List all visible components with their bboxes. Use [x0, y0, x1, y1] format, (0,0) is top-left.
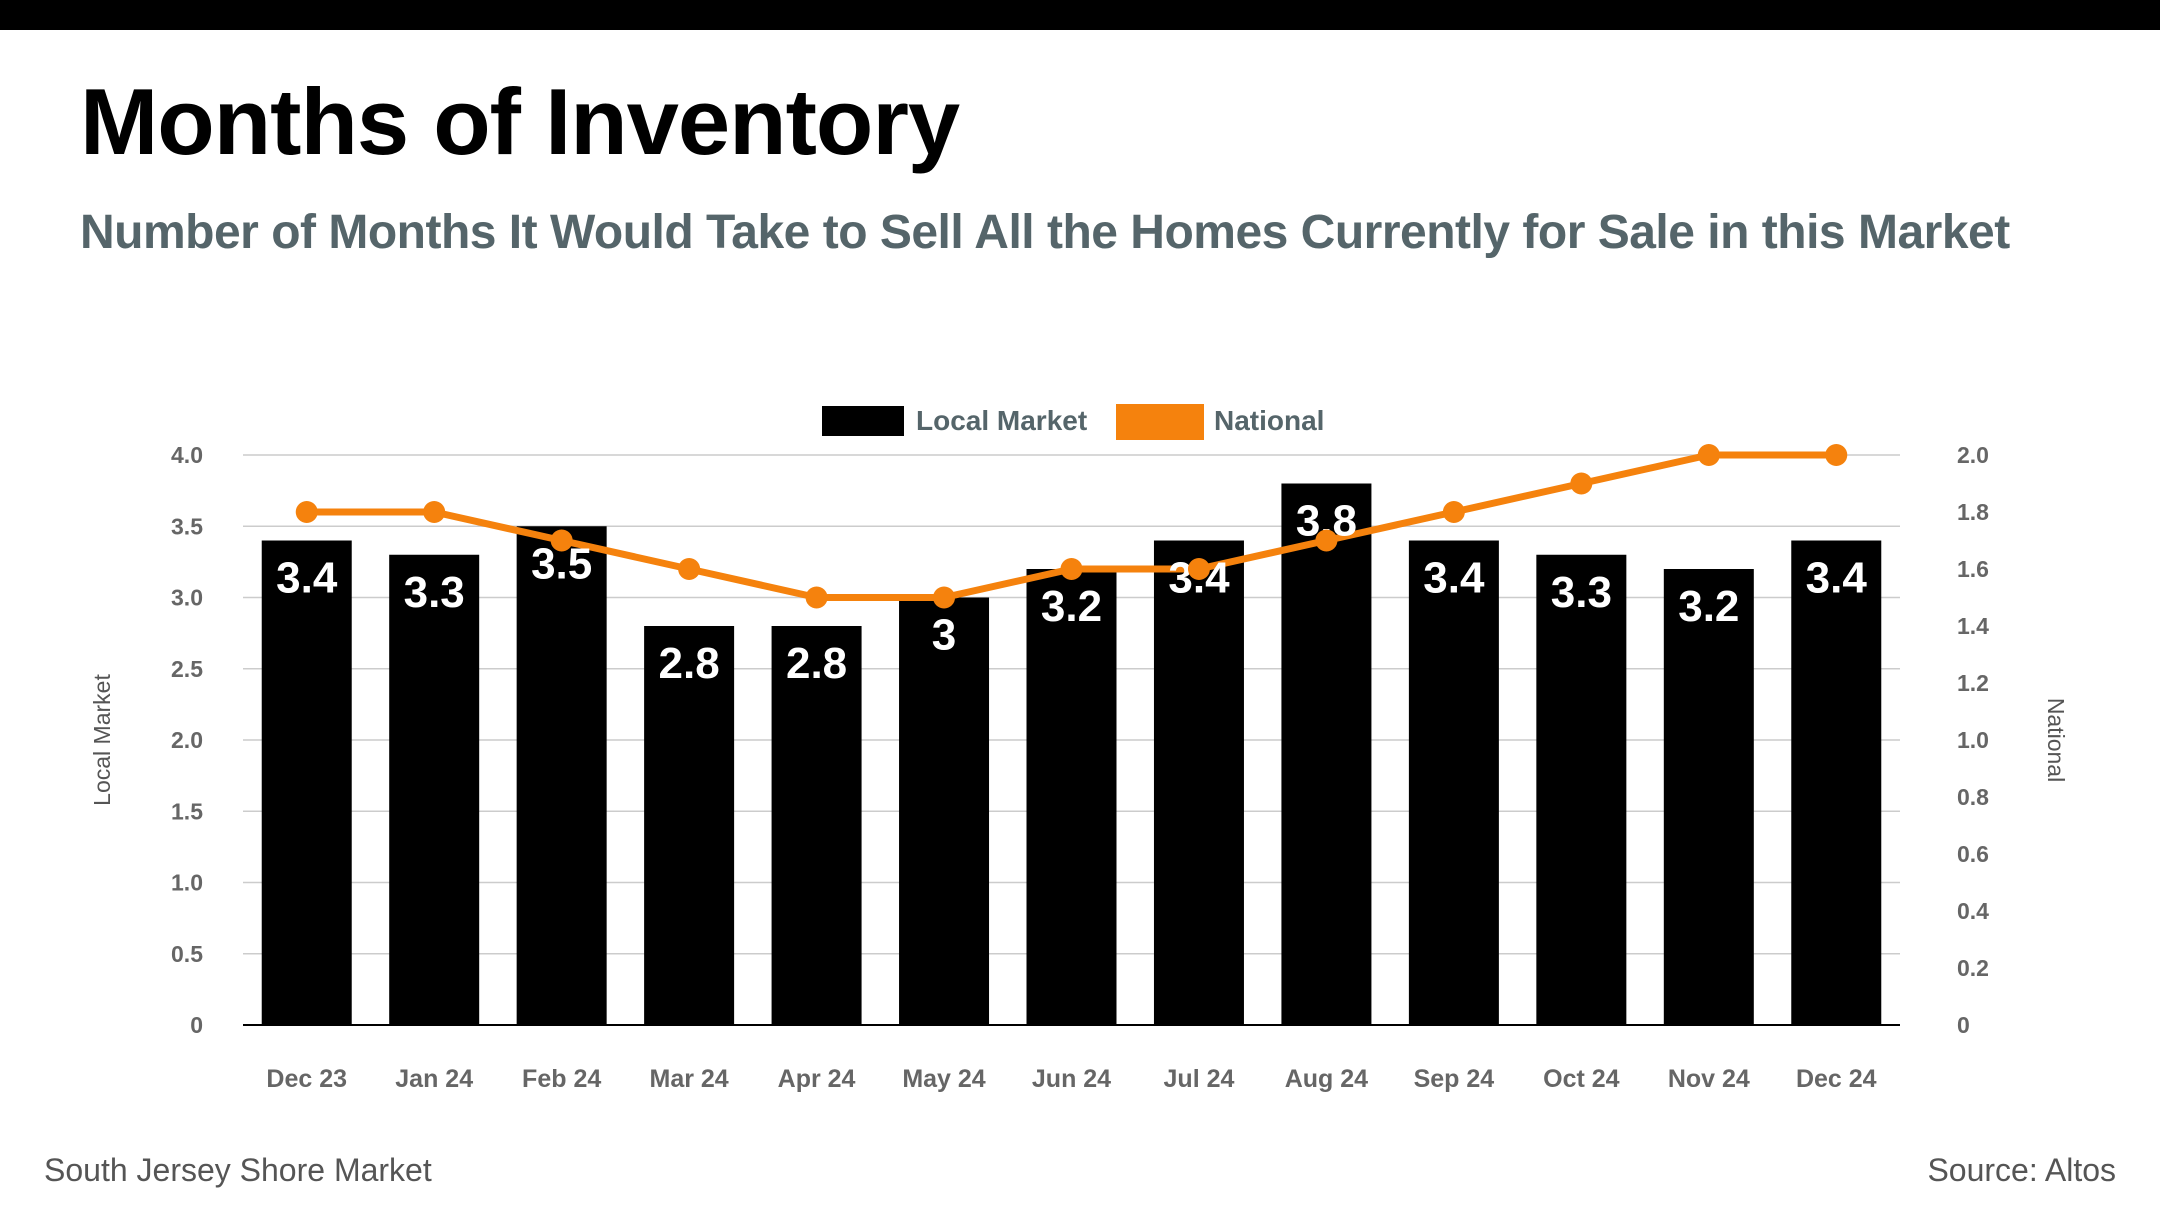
bar-local-market [771, 626, 862, 1025]
national-point [1315, 529, 1338, 552]
national-point [933, 586, 956, 609]
x-tick-label: Aug 24 [1285, 1065, 1368, 1093]
x-tick-label: May 24 [902, 1065, 985, 1093]
bar-data-label: 2.8 [659, 639, 720, 688]
x-tick-label: Jun 24 [1032, 1065, 1111, 1093]
page-subtitle: Number of Months It Would Take to Sell A… [80, 206, 2010, 259]
bar-local-market [1663, 569, 1754, 1025]
bar-local-market [644, 626, 735, 1025]
legend-swatch-local-market [822, 406, 904, 436]
bar-local-market [516, 526, 607, 1025]
x-tick-label: Dec 24 [1796, 1065, 1877, 1093]
bar-local-market [1153, 540, 1244, 1025]
national-point [678, 558, 701, 580]
y-left-tick-label: 3.0 [171, 585, 203, 611]
y-right-tick-label: 1.8 [1957, 499, 1989, 525]
national-point [1697, 444, 1720, 466]
national-point [1442, 501, 1465, 523]
y-right-tick-label: 0.8 [1957, 784, 1989, 810]
x-tick-label: Nov 24 [1668, 1065, 1750, 1093]
y-right-tick-label: 1.2 [1957, 670, 1989, 696]
bar-data-label: 3.4 [1806, 554, 1868, 603]
bar-local-market [261, 540, 352, 1025]
y-left-tick-label: 4.0 [171, 442, 203, 468]
y-left-tick-label: 1.5 [171, 798, 203, 824]
national-point [295, 501, 318, 523]
legend-swatch-national [1116, 404, 1204, 440]
bar-data-label: 3.3 [1551, 568, 1612, 617]
bar-local-market [1536, 554, 1627, 1025]
bar-data-label: 2.8 [786, 639, 847, 688]
footer-market-name: South Jersey Shore Market [44, 1152, 432, 1188]
legend-label-local-market: Local Market [916, 405, 1087, 436]
bar-local-market [389, 554, 480, 1025]
y-left-tick-label: 0.5 [171, 941, 203, 967]
national-point [1825, 444, 1848, 466]
y-right-tick-label: 0.4 [1957, 898, 1989, 924]
x-tick-label: Jul 24 [1164, 1065, 1235, 1093]
bar-data-label: 3.2 [1041, 582, 1102, 631]
bar-local-market [899, 597, 990, 1025]
bar-local-market [1026, 569, 1117, 1025]
y-right-tick-label: 1.0 [1957, 727, 1989, 753]
bar-data-label: 3.2 [1678, 582, 1739, 631]
footer-source: Source: Altos [1927, 1152, 2116, 1188]
legend-label-national: National [1214, 405, 1324, 436]
y-right-tick-label: 0.2 [1957, 955, 1989, 981]
y-right-axis-title: National [2043, 698, 2069, 782]
y-right-tick-label: 0.6 [1957, 841, 1989, 867]
bar-local-market [1791, 540, 1882, 1025]
y-right-tick-label: 2.0 [1957, 442, 1989, 468]
national-point [1570, 472, 1593, 495]
y-right-tick-label: 0 [1957, 1012, 1970, 1038]
bar-local-market [1281, 483, 1372, 1025]
national-point [550, 529, 573, 552]
bar-data-label: 3 [932, 611, 956, 660]
bar-data-label: 3.3 [404, 568, 465, 617]
x-tick-label: Apr 24 [778, 1065, 856, 1093]
bar-data-label: 3.4 [276, 554, 338, 603]
x-tick-label: Oct 24 [1543, 1065, 1620, 1093]
x-tick-label: Dec 23 [266, 1065, 347, 1093]
bar-local-market [1408, 540, 1499, 1025]
page-title: Months of Inventory [80, 69, 960, 174]
bar-data-label: 3.4 [1423, 554, 1485, 603]
y-right-tick-label: 1.6 [1957, 556, 1989, 582]
x-tick-label: Jan 24 [395, 1065, 473, 1093]
y-left-tick-label: 2.5 [171, 656, 203, 682]
x-tick-label: Sep 24 [1414, 1065, 1495, 1093]
y-right-tick-label: 1.4 [1957, 613, 1989, 639]
y-left-tick-label: 0 [190, 1012, 203, 1038]
top-bar [0, 0, 2160, 30]
national-point [805, 586, 828, 609]
y-left-tick-label: 2.0 [171, 727, 203, 753]
national-point [1060, 558, 1083, 580]
y-left-tick-label: 3.5 [171, 513, 203, 539]
national-point [423, 501, 446, 523]
y-left-tick-label: 1.0 [171, 870, 203, 896]
y-left-axis-title: Local Market [89, 674, 115, 806]
x-tick-label: Feb 24 [522, 1065, 601, 1093]
x-tick-label: Mar 24 [650, 1065, 729, 1093]
national-point [1187, 558, 1210, 580]
